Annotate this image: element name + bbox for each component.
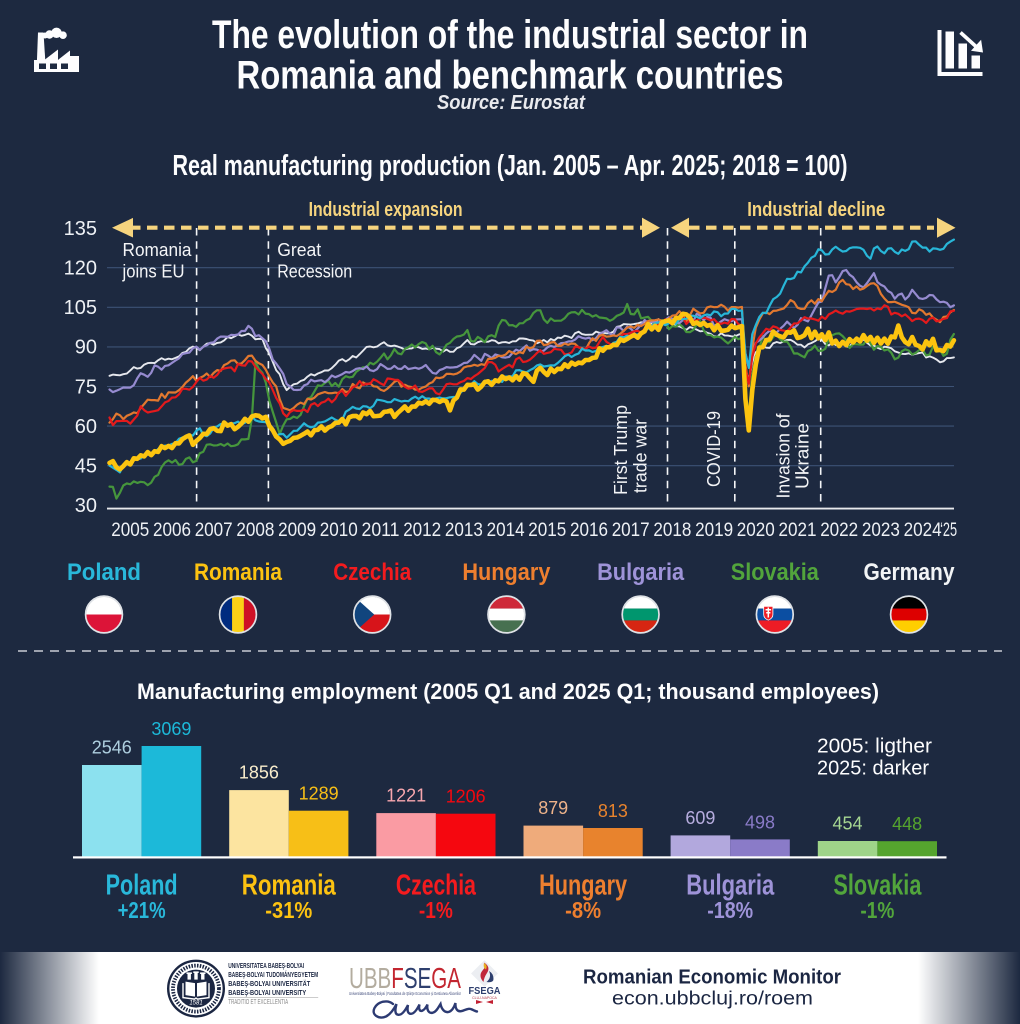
svg-text:Hungary: Hungary [539, 870, 627, 902]
svg-text:448: 448 [892, 814, 922, 834]
svg-text:1221: 1221 [386, 786, 426, 806]
svg-text:2007: 2007 [195, 520, 233, 541]
svg-text:+21%: +21% [118, 897, 166, 923]
svg-text:2020: 2020 [737, 520, 775, 541]
svg-text:45: 45 [75, 456, 97, 478]
svg-text:75: 75 [75, 376, 97, 398]
svg-text:-1%: -1% [419, 897, 453, 923]
svg-text:Germany: Germany [864, 559, 956, 586]
svg-text:BABEŞ-BOLYAI TUDOMÁNYEGYETEM: BABEŞ-BOLYAI TUDOMÁNYEGYETEM [228, 970, 318, 979]
svg-text:2005: ligther: 2005: ligther [817, 736, 932, 758]
svg-text:econ.ubbcluj.ro/roem: econ.ubbcluj.ro/roem [612, 988, 813, 1010]
svg-text:CLUJ-NAPOCA: CLUJ-NAPOCA [472, 996, 497, 1000]
svg-text:TRADITIO ET EXCELLENTIA: TRADITIO ET EXCELLENTIA [228, 999, 288, 1006]
svg-text:2016: 2016 [570, 520, 608, 541]
svg-text:The evolution of the industria: The evolution of the industrial sector i… [212, 13, 808, 57]
svg-text:COVID-19: COVID-19 [704, 411, 724, 487]
svg-text:-18%: -18% [707, 897, 753, 923]
svg-text:105: 105 [64, 297, 97, 319]
svg-text:Romania: Romania [123, 240, 193, 260]
svg-text:2006: 2006 [153, 520, 191, 541]
svg-text:FSEGA: FSEGA [469, 986, 501, 997]
svg-text:2008: 2008 [236, 520, 274, 541]
svg-text:Romanian Economic Monitor: Romanian Economic Monitor [583, 966, 841, 989]
svg-text:1289: 1289 [299, 784, 339, 804]
svg-text:Romania: Romania [242, 870, 337, 902]
svg-text:Universitatea Babeş-Bolyai | F: Universitatea Babeş-Bolyai | Facultatea … [349, 991, 461, 996]
svg-text:30: 30 [75, 495, 97, 517]
svg-text:2025: darker: 2025: darker [817, 758, 929, 780]
svg-text:Poland: Poland [67, 559, 141, 586]
svg-text:2009: 2009 [278, 520, 316, 541]
svg-text:Poland: Poland [106, 870, 178, 902]
svg-text:BABEŞ-BOLYAI UNIVERSITY: BABEŞ-BOLYAI UNIVERSITY [228, 988, 306, 997]
svg-text:3069: 3069 [151, 719, 191, 739]
svg-text:First Trump: First Trump [611, 405, 631, 495]
svg-text:1856: 1856 [239, 763, 279, 783]
svg-text:2005: 2005 [111, 520, 149, 541]
svg-text:135: 135 [64, 218, 97, 240]
svg-text:2024: 2024 [904, 520, 942, 541]
svg-text:879: 879 [538, 798, 568, 818]
svg-text:BABEŞ-BOLYAI UNIVERSITÄT: BABEŞ-BOLYAI UNIVERSITÄT [228, 979, 310, 988]
svg-text:-31%: -31% [265, 897, 312, 923]
svg-text:-8%: -8% [565, 897, 601, 923]
svg-text:Romania and benchmark countrie: Romania and benchmark countries [237, 54, 784, 98]
svg-text:Industrial expansion: Industrial expansion [309, 199, 463, 221]
svg-text:498: 498 [745, 812, 775, 832]
svg-text:2017: 2017 [612, 520, 650, 541]
svg-text:2019: 2019 [695, 520, 733, 541]
svg-text:813: 813 [598, 801, 628, 821]
svg-text:Great: Great [277, 240, 321, 260]
svg-text:UNIVERSITATEA BABEŞ-BOLYAI: UNIVERSITATEA BABEŞ-BOLYAI [228, 961, 304, 970]
svg-text:609: 609 [685, 808, 715, 828]
svg-text:2012: 2012 [403, 520, 441, 541]
svg-text:UBBFSEGA: UBBFSEGA [349, 963, 461, 995]
svg-text:Industrial decline: Industrial decline [747, 199, 885, 221]
svg-text:Czechia: Czechia [333, 559, 412, 586]
svg-text:2023: 2023 [862, 520, 900, 541]
svg-text:2018: 2018 [653, 520, 691, 541]
svg-text:Recession: Recession [277, 262, 352, 282]
svg-text:joins EU: joins EU [122, 262, 185, 282]
svg-text:2021: 2021 [779, 520, 817, 541]
svg-text:Source: Eurostat: Source: Eurostat [437, 92, 586, 114]
svg-text:2546: 2546 [92, 738, 132, 758]
svg-text:Real manufacturing production: Real manufacturing production (Jan. 2005… [173, 150, 848, 182]
svg-text:60: 60 [75, 416, 97, 438]
svg-text:2010: 2010 [320, 520, 358, 541]
svg-text:2022: 2022 [820, 520, 858, 541]
svg-text:1581: 1581 [189, 1000, 202, 1006]
svg-text:Bulgaria: Bulgaria [597, 559, 685, 586]
svg-text:120: 120 [64, 258, 97, 280]
svg-text:Romania: Romania [194, 559, 283, 586]
svg-text:454: 454 [833, 814, 863, 834]
svg-text:Slovakia: Slovakia [833, 870, 922, 902]
svg-text:Slovakia: Slovakia [731, 559, 820, 586]
svg-text:-1%: -1% [860, 897, 894, 923]
svg-text:Czechia: Czechia [396, 870, 477, 902]
svg-text:2011: 2011 [362, 520, 400, 541]
svg-text:2013: 2013 [445, 520, 483, 541]
svg-text:2014: 2014 [487, 520, 525, 541]
svg-text:trade war: trade war [631, 419, 651, 493]
svg-text:Invasion of: Invasion of [773, 413, 793, 499]
svg-text:Hungary: Hungary [462, 559, 551, 586]
svg-text:Manufacturing employment (2005: Manufacturing employment (2005 Q1 and 20… [137, 679, 879, 704]
svg-text:Ukraine: Ukraine [793, 423, 813, 489]
svg-text:Bulgaria: Bulgaria [686, 870, 775, 902]
svg-text:2015: 2015 [528, 520, 566, 541]
svg-text:1206: 1206 [446, 787, 486, 807]
svg-text:90: 90 [75, 337, 97, 359]
svg-text:‘25: ‘25 [940, 520, 957, 541]
